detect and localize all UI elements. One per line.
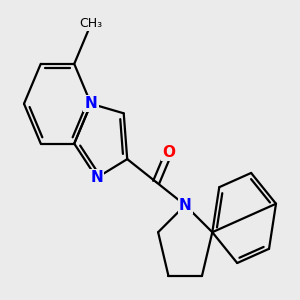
- Text: O: O: [162, 145, 175, 160]
- Text: N: N: [90, 170, 103, 185]
- Text: N: N: [85, 96, 97, 111]
- Text: CH₃: CH₃: [80, 17, 103, 31]
- Text: N: N: [179, 198, 192, 213]
